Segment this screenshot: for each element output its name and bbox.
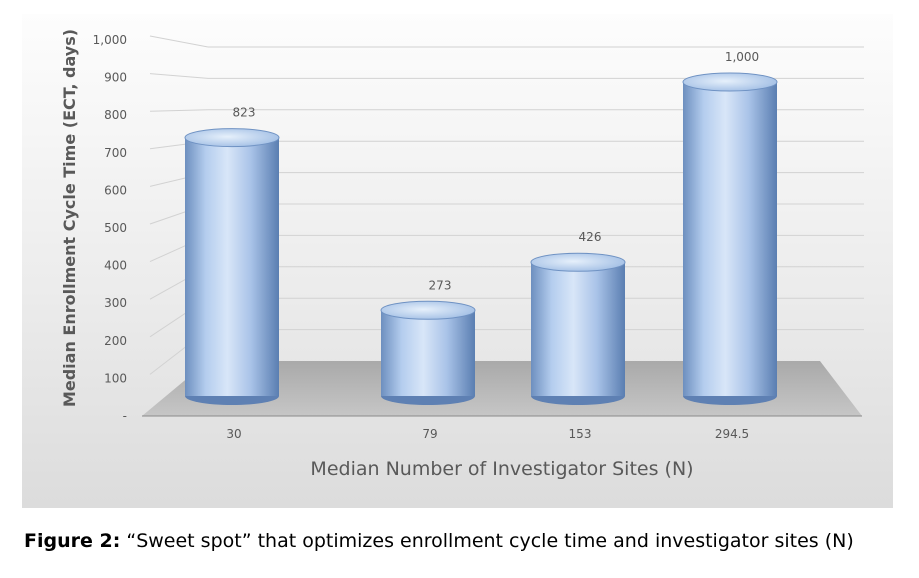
y-tick-label: 200 (104, 334, 127, 348)
caption-label: Figure 2: (24, 530, 121, 552)
x-tick-label: 79 (422, 427, 437, 441)
y-tick-labels: - 100 200 300 400 500 600 700 800 900 1,000 (93, 33, 127, 423)
x-axis-title: Median Number of Investigator Sites (N) (310, 458, 693, 480)
x-tick-label: 153 (569, 427, 592, 441)
gridline (149, 73, 209, 79)
chart-panel: - 100 200 300 400 500 600 700 800 900 1,000 823 273… (22, 14, 893, 508)
y-tick-label: 800 (104, 108, 127, 122)
y-axis-title: Median Enrollment Cycle Time (ECT, days) (60, 29, 79, 407)
bars (184, 72, 778, 405)
y-tick-label: 500 (104, 221, 127, 235)
bar-top (184, 128, 280, 148)
gridline (149, 109, 209, 112)
y-tick-label: 600 (104, 183, 127, 197)
y-tick-label: 300 (104, 296, 127, 310)
bar-body (185, 137, 279, 396)
chart-svg: - 100 200 300 400 500 600 700 800 900 1,000 823 273… (22, 14, 893, 508)
bar-79 (380, 300, 476, 405)
chart-floor (142, 361, 862, 416)
y-tick-label: - (123, 409, 127, 423)
x-tick-labels: 30 79 153 294.5 (226, 427, 749, 441)
data-labels: 823 273 426 1,000 (233, 50, 760, 292)
bar-30 (184, 128, 280, 405)
bar-top (530, 252, 626, 272)
bar-294.5 (682, 72, 778, 405)
bar-body (531, 262, 625, 396)
y-tick-label: 1,000 (93, 33, 127, 47)
bar-top (682, 72, 778, 92)
figure-caption: Figure 2: “Sweet spot” that optimizes en… (24, 530, 854, 552)
bar-body (683, 82, 777, 396)
y-tick-label: 400 (104, 259, 127, 273)
bar-body (381, 310, 475, 396)
y-tick-label: 700 (104, 146, 127, 160)
bar-top (380, 300, 476, 320)
data-label: 426 (579, 230, 602, 244)
y-tick-label: 100 (104, 371, 127, 385)
x-tick-label: 294.5 (715, 427, 749, 441)
data-label: 273 (429, 278, 452, 292)
bar-153 (530, 252, 626, 405)
x-tick-label: 30 (226, 427, 241, 441)
data-label: 823 (233, 106, 256, 120)
caption-text: “Sweet spot” that optimizes enrollment c… (120, 530, 854, 552)
y-tick-label: 900 (104, 71, 127, 85)
gridline (149, 35, 209, 48)
data-label: 1,000 (725, 50, 759, 64)
